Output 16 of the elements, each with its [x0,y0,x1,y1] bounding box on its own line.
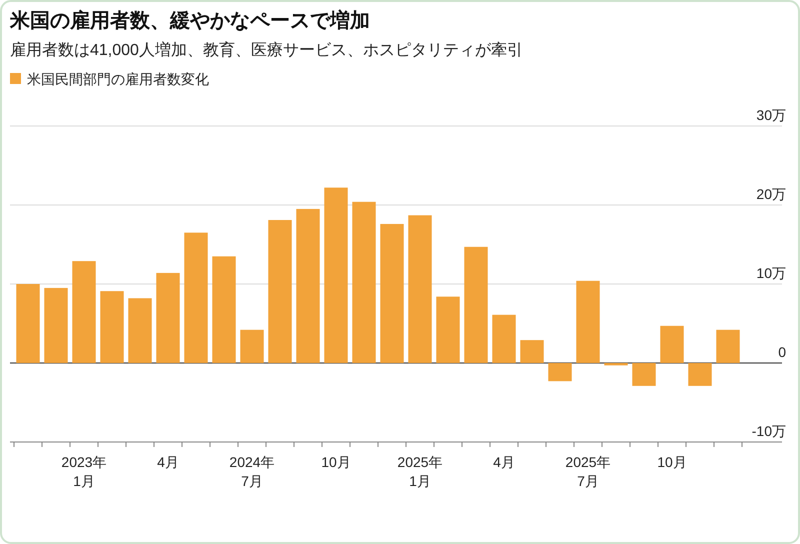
chart-title: 米国の雇用者数、緩やかなペースで増加 [9,9,370,32]
x-tick-label: 2025年 7月 [565,454,611,489]
y-tick-label: 30万 [756,107,786,123]
x-tick-label: 4月 [157,454,179,470]
x-tick-label: 10月 [657,454,687,470]
x-tick-label: 2025年 1月 [397,454,443,489]
x-tick-label: 4月 [493,454,515,470]
y-tick-label: 20万 [756,186,786,202]
x-tick-label: 2023年 1月 [61,454,107,489]
chart-subtitle: 雇用者数は41,000人増加、教育、医療サービス、ホスピタリティが牽引 [10,41,523,59]
legend: 米国民間部門の雇用者数変化 [10,71,209,87]
x-tick-label: 10月 [321,454,351,470]
y-tick-label: 0 [778,344,786,360]
x-tick-label: 2024年 7月 [229,454,275,489]
y-tick-label: -10万 [752,423,786,439]
y-tick-label: 10万 [756,265,786,281]
